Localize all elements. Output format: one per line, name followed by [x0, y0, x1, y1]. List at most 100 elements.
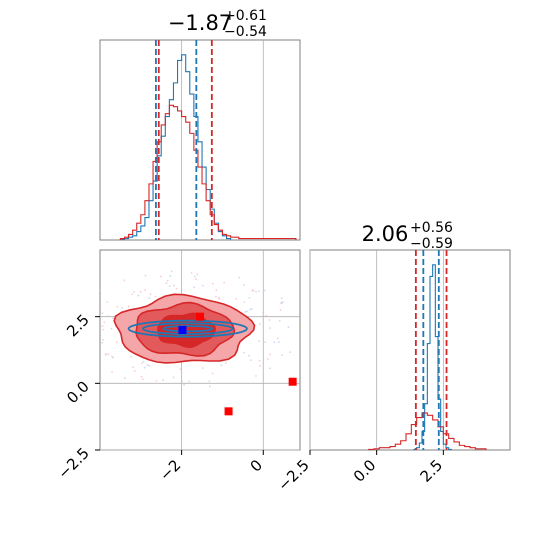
scatter-point: [123, 377, 126, 379]
hist-param-1-title-sup: +0.61: [224, 8, 267, 24]
scatter-point: [269, 327, 272, 329]
scatter-point: [107, 353, 110, 356]
scatter-point: [279, 309, 282, 311]
y-tick-label: 0.0: [63, 377, 93, 407]
scatter-point: [133, 290, 135, 293]
scatter-point: [258, 340, 261, 343]
hist-param-2-x-ticks: −2.5 0.0 2.5: [274, 450, 446, 495]
scatter-point: [215, 289, 218, 292]
scatter-point: [193, 275, 196, 278]
scatter-point: [101, 325, 104, 327]
scatter-point: [141, 362, 143, 365]
scatter-point: [95, 312, 97, 314]
scatter-point: [281, 354, 284, 357]
hist-param-1-grid: [181, 40, 264, 240]
scatter-point: [220, 364, 223, 367]
x-tick-label: −2.5: [274, 456, 312, 494]
scatter-point: [103, 321, 106, 324]
scatter-point: [262, 311, 265, 314]
scatter-point: [115, 341, 118, 344]
scatter-point: [162, 379, 165, 382]
scatter-point: [258, 359, 261, 362]
scatter-point: [159, 275, 162, 278]
square-marker: [178, 326, 187, 334]
scatter-point: [276, 337, 279, 340]
scatter-point: [235, 297, 238, 300]
contour-blue-lines: [127, 319, 248, 338]
scatter-point: [77, 342, 79, 344]
contour-y-ticks: −2.5 0.0 2.5: [54, 311, 100, 483]
scatter-point: [267, 358, 269, 360]
contour-markers: [178, 312, 297, 416]
scatter-point: [255, 375, 257, 377]
scatter-point: [85, 360, 87, 362]
scatter-point: [179, 368, 182, 371]
scatter-point: [106, 301, 109, 304]
scatter-point: [139, 290, 142, 293]
scatter-point: [215, 295, 217, 298]
contour-scatter-points: [69, 270, 292, 388]
scatter-point: [268, 319, 271, 321]
scatter-point: [196, 273, 199, 276]
scatter-point: [123, 279, 126, 282]
hist-series-red: [368, 412, 487, 450]
scatter-point: [280, 297, 283, 300]
scatter-point: [97, 347, 99, 349]
x-tick-label: 0.0: [350, 456, 380, 486]
scatter-point: [264, 289, 266, 292]
scatter-point: [102, 328, 104, 331]
scatter-point: [166, 279, 169, 282]
scatter-point: [148, 364, 151, 367]
hist-param-2-series: [368, 264, 487, 450]
hist-param-1-quantile-lines: [155, 40, 213, 240]
scatter-point: [201, 367, 204, 369]
scatter-point: [95, 337, 97, 339]
scatter-point: [223, 281, 226, 284]
scatter-point: [154, 295, 157, 298]
scatter-point: [289, 351, 292, 354]
scatter-point: [265, 314, 267, 317]
scatter-point: [104, 353, 107, 356]
scatter-point: [168, 285, 171, 288]
scatter-point: [173, 284, 175, 287]
scatter-point: [116, 305, 119, 308]
hist-series-red: [119, 104, 297, 240]
scatter-point: [244, 311, 247, 313]
square-marker: [224, 407, 233, 416]
scatter-point: [170, 270, 173, 273]
scatter-point: [248, 296, 251, 299]
scatter-point: [242, 284, 245, 287]
scatter-point: [248, 354, 250, 357]
blue-contour-line: [162, 325, 214, 333]
scatter-point: [111, 355, 113, 358]
scatter-point: [165, 282, 168, 285]
scatter-point: [97, 311, 99, 313]
scatter-point: [211, 282, 214, 285]
scatter-point: [249, 359, 252, 362]
scatter-point: [91, 316, 93, 318]
scatter-point: [131, 293, 134, 296]
hist-param-2-quantile-lines: [414, 250, 448, 450]
contour-x-ticks: −2 0: [156, 450, 266, 484]
scatter-point: [287, 326, 290, 329]
hist-param-1-panel: −1.87 +0.61 −0.54: [99, 8, 301, 241]
hist-param-2-title: 2.06: [362, 222, 409, 246]
x-tick-label: −2: [156, 456, 184, 484]
hist-param-1-series: [119, 54, 297, 240]
hist-param-1-title-sub: −0.54: [224, 24, 267, 40]
scatter-point: [269, 353, 272, 356]
scatter-point: [146, 364, 149, 367]
scatter-point: [69, 317, 71, 319]
scatter-point: [243, 301, 246, 304]
scatter-point: [175, 287, 178, 290]
scatter-point: [267, 315, 270, 318]
y-tick-label: −2.5: [54, 444, 92, 482]
scatter-point: [181, 380, 183, 383]
scatter-point: [278, 319, 281, 322]
scatter-point: [281, 301, 284, 303]
scatter-point: [278, 341, 280, 343]
hist-param-1-title: −1.87: [168, 11, 232, 35]
scatter-point: [280, 302, 283, 305]
contour-panel: −2 0 −2.5 0.0 2.5: [54, 249, 301, 484]
